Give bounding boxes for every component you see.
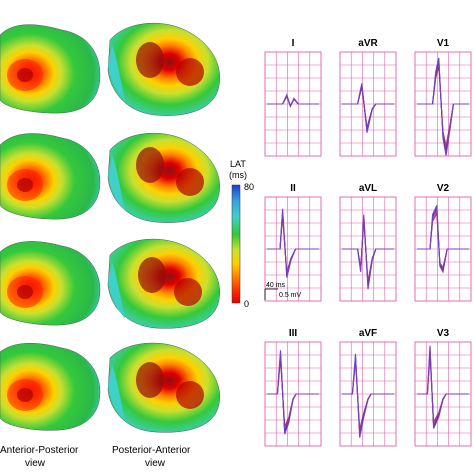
- ecg-trace: [267, 350, 319, 435]
- caption-pa-line1: Posterior-Anterior: [112, 445, 191, 456]
- caption-pa-line2: view: [145, 458, 166, 469]
- heart-map-pa-row2: [107, 132, 220, 223]
- heart-map-ap-row1: [0, 24, 101, 114]
- caption-ap-line2: view: [25, 458, 46, 469]
- ecg-trace: [417, 345, 469, 429]
- colorbar-label-line1: LAT: [230, 159, 246, 169]
- heart-map-pa-row1: [107, 22, 220, 116]
- heart-map-ap-row4: [0, 342, 101, 431]
- ecg-panel-v3: V3: [414, 328, 472, 447]
- ecg-panel-avr: aVR: [339, 38, 397, 157]
- scale-time-label: 40 ms: [266, 282, 286, 289]
- colorbar-gradient: [231, 184, 241, 304]
- ecg-trace: [267, 208, 319, 278]
- ecg-trace: [417, 205, 469, 274]
- ecg-panel-avf: aVF: [339, 328, 397, 447]
- ecg-panel-v2: V2: [414, 183, 472, 302]
- ecg-trace: [342, 83, 394, 133]
- ecg-lead-label: aVF: [359, 328, 377, 339]
- ecg-lead-label: aVL: [359, 183, 377, 194]
- ecg-lead-label: II: [290, 183, 296, 194]
- scale-voltage-label: 0.5 mV: [279, 292, 302, 299]
- ecg-panel-avl: aVL: [339, 183, 397, 302]
- caption-ap-line1: Anterior-Posterior: [0, 445, 79, 456]
- colorbar-max-label: 80: [244, 182, 254, 192]
- ecg-panel-i: I: [264, 38, 322, 157]
- heart-map-pa-row4: [107, 342, 220, 433]
- ecg-lead-label: V3: [437, 328, 450, 339]
- heart-map-pa-row3: [107, 238, 220, 329]
- ecg-lead-label: V2: [437, 183, 450, 194]
- ecg-trace: [342, 214, 394, 290]
- ecg-panel-iii: III: [264, 328, 322, 447]
- ecg-trace: [267, 93, 319, 108]
- ecg-lead-label: aVR: [358, 38, 378, 49]
- ecg-lead-label: III: [289, 328, 298, 339]
- colorbar-min-label: 0: [244, 299, 249, 309]
- ecg-lead-label: V1: [437, 38, 450, 49]
- ecg-scale-bar: 40 ms 0.5 mV: [264, 282, 302, 300]
- heart-map-ap-row3: [0, 241, 101, 326]
- heart-map-ap-row2: [0, 133, 101, 220]
- ecg-panel-v1: V1: [414, 38, 472, 157]
- colorbar-label-line2: (ms): [229, 170, 247, 180]
- ecg-lead-label: I: [292, 38, 295, 49]
- ecg-trace: [342, 353, 394, 438]
- ecg-panel-ii: II: [264, 183, 322, 302]
- ecg-trace: [417, 57, 469, 156]
- lat-colorbar: LAT (ms) 80 0: [229, 159, 254, 309]
